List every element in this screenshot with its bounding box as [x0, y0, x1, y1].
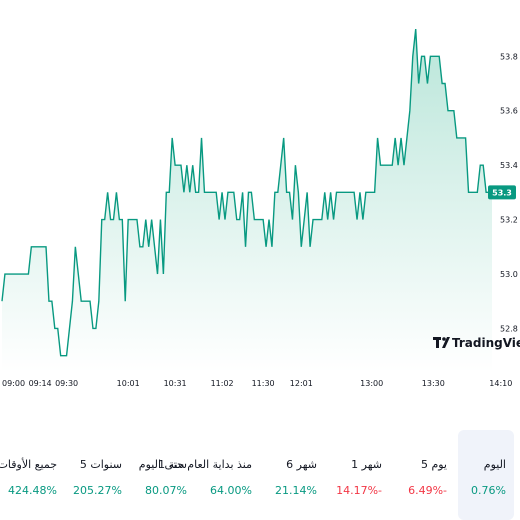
last-price-label: 53.3 — [492, 188, 512, 197]
x-tick-label: 13:00 — [360, 379, 383, 388]
performance-label: اليوم — [483, 458, 506, 471]
performance-period-1[interactable]: 5 سنوات 205.27% — [65, 430, 130, 520]
performance-value: 205.27% — [73, 484, 122, 497]
performance-value: 80.07% — [145, 484, 187, 497]
last-price-badge-bg — [488, 185, 516, 200]
last-price-badge: 53.3 — [488, 185, 516, 200]
performance-value: 0.76% — [471, 484, 506, 497]
x-tick-label: 09:00 — [2, 379, 25, 388]
y-tick-label: 53.2 — [500, 216, 518, 225]
y-tick-label: 53.6 — [500, 107, 518, 116]
tradingview-wordmark: TradingView — [452, 336, 520, 350]
x-tick-label: 12:01 — [290, 379, 313, 388]
x-tick-label: 13:30 — [422, 379, 445, 388]
x-axis: 09:00 09:14 09:30 10:01 10:31 11:02 11:30 12:01… — [2, 379, 512, 388]
y-tick-label: 52.8 — [500, 325, 518, 334]
performance-label: جميع الأوقات — [0, 458, 57, 471]
y-axis: 53.8 53.6 53.4 53.2 53.0 52.8 — [500, 52, 518, 333]
performance-period-6[interactable]: 5 يوم 6.49%- — [390, 430, 455, 520]
x-tick-label: 14:10 — [489, 379, 512, 388]
price-line — [1, 28, 492, 357]
performance-label: 1 شهر — [351, 458, 382, 471]
performance-period-3[interactable]: منذ بداية العام حتى اليوم 64.00% — [139, 430, 260, 520]
performance-label: 1 سنة — [158, 458, 187, 471]
performance-value: 6.49%- — [408, 484, 447, 497]
performance-period-5[interactable]: 1 شهر 14.17%- — [325, 430, 390, 520]
x-tick-label: 10:01 — [117, 379, 140, 388]
performance-label: 6 شهر — [286, 458, 317, 471]
performance-period-4[interactable]: 6 شهر 21.14% — [260, 430, 325, 520]
y-tick-label: 53.8 — [500, 52, 518, 61]
x-tick-label: 09:14 — [29, 379, 52, 388]
performance-value: 21.14% — [275, 484, 317, 497]
performance-value: 14.17%- — [336, 484, 382, 497]
performance-period-2[interactable]: 1 سنة 80.07% — [130, 430, 195, 520]
performance-value: 64.00% — [210, 484, 252, 497]
x-tick-label: 11:02 — [211, 379, 234, 388]
x-tick-label: 10:31 — [164, 379, 187, 388]
performance-value: 424.48% — [8, 484, 57, 497]
price-chart[interactable]: 53.8 53.6 53.4 53.2 53.0 52.8 09:00 09:14 09:30… — [0, 0, 520, 400]
performance-label: منذ بداية العام حتى اليوم — [138, 458, 252, 471]
performance-label: 5 يوم — [420, 458, 447, 471]
x-tick-label: 11:30 — [252, 379, 275, 388]
performance-row: جميع الأوقات 424.48% 5 سنوات 205.27% 1 سنة 80… — [0, 430, 520, 520]
y-tick-label: 53.4 — [500, 161, 518, 170]
performance-period-0[interactable]: جميع الأوقات 424.48% — [0, 430, 65, 520]
performance-period-7[interactable]: اليوم 0.76% — [458, 430, 514, 520]
x-tick-label: 09:30 — [55, 379, 78, 388]
performance-label: 5 سنوات — [79, 458, 122, 471]
y-tick-label: 53.0 — [500, 270, 518, 279]
tradingview-logo-icon — [433, 337, 450, 348]
tradingview-watermark[interactable]: TradingView — [433, 336, 520, 350]
